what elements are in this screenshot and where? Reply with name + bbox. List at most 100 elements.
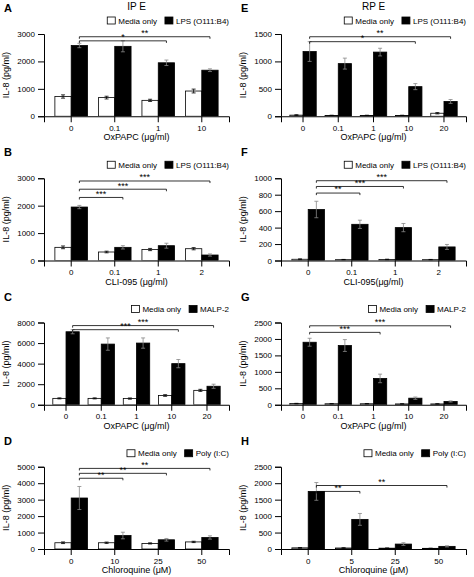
legend-item: MALP-2 xyxy=(426,305,466,314)
x-tick: 2 xyxy=(437,261,442,278)
panel-label: D xyxy=(4,435,12,447)
bar xyxy=(98,252,114,260)
tick-mark xyxy=(395,549,396,555)
legend-item: Media only xyxy=(344,161,394,170)
axis-line xyxy=(275,323,282,405)
legend-item: LPS (O111:B4) xyxy=(165,17,229,26)
error-bar xyxy=(176,360,180,368)
panel-label: E xyxy=(241,2,248,14)
tick-mark xyxy=(395,261,396,267)
error-bar xyxy=(192,89,196,93)
x-tick: 0.1 xyxy=(333,116,345,133)
tick-mark xyxy=(373,116,374,122)
y-tick: 3000 xyxy=(17,30,44,39)
y-tick: 0 xyxy=(31,112,44,121)
bar xyxy=(185,249,201,261)
error-bar xyxy=(378,48,382,56)
tick-mark xyxy=(38,467,44,468)
x-tick: 25 xyxy=(391,549,400,566)
x-axis-title: OxPAPC (μg/ml) xyxy=(103,132,169,142)
tick-mark xyxy=(373,405,374,411)
series xyxy=(308,201,455,260)
bar xyxy=(338,346,351,405)
tick-mark xyxy=(38,233,44,234)
x-tick: 0 xyxy=(64,405,69,422)
error-bar xyxy=(77,205,81,208)
error-bar xyxy=(314,201,318,217)
significance-label: *** xyxy=(340,324,351,334)
error-bar xyxy=(198,389,202,391)
x-tick: 20 xyxy=(440,116,449,133)
legend-swatch xyxy=(368,306,376,313)
tick-mark xyxy=(38,549,44,550)
tick-label: 10 xyxy=(197,124,206,133)
tick-label: 3000 xyxy=(17,496,35,505)
legend-swatch xyxy=(165,17,173,24)
tick-mark xyxy=(158,116,159,122)
significance-label: *** xyxy=(139,172,150,182)
series xyxy=(303,42,457,117)
error-bar xyxy=(449,100,453,104)
bar xyxy=(422,259,438,260)
bar xyxy=(335,259,351,260)
error-bar xyxy=(400,115,404,116)
axis-line xyxy=(38,179,45,261)
legend-swatch xyxy=(189,306,197,313)
error-bar xyxy=(164,60,168,65)
bar xyxy=(352,224,368,260)
legend: Media onlyPoly (I:C) xyxy=(127,449,229,458)
plot-marks xyxy=(290,42,457,117)
tick-mark xyxy=(38,34,44,35)
x-axis: 0102550 xyxy=(45,549,230,566)
tick-mark xyxy=(275,500,281,501)
error-bar xyxy=(61,246,65,249)
x-axis: 00.1110 xyxy=(45,116,230,133)
tick-mark xyxy=(38,61,44,62)
tick-mark xyxy=(38,533,44,534)
legend: Media onlyPoly (I:C) xyxy=(364,449,466,458)
axis-line xyxy=(282,550,467,556)
y-tick: 2500 xyxy=(254,319,281,328)
tick-label: 1500 xyxy=(254,30,272,39)
tick-label: 3000 xyxy=(17,30,35,39)
y-tick: 8000 xyxy=(17,319,44,328)
panel: 0200400600800100000.112********FCLI-095(… xyxy=(238,146,467,286)
tick-mark xyxy=(303,405,304,411)
tick-label: 0 xyxy=(69,268,74,277)
tick-mark xyxy=(275,323,281,324)
panel-label: F xyxy=(241,146,248,158)
error-bar xyxy=(148,99,152,101)
y-axis: 010002000300040005000 xyxy=(17,463,44,554)
error-bar xyxy=(308,42,312,62)
tick-mark xyxy=(114,261,115,267)
legend-item: Poly (I:C) xyxy=(422,449,467,458)
legend-item: Media only xyxy=(368,305,418,314)
error-bar xyxy=(208,254,212,256)
error-bar xyxy=(298,258,302,260)
axis-line xyxy=(275,467,282,549)
legend-item: Poly (I:C) xyxy=(185,449,230,458)
y-tick: 1000 xyxy=(254,57,281,66)
tick-mark xyxy=(275,516,281,517)
y-tick: 4000 xyxy=(17,360,44,369)
error-bar xyxy=(294,403,298,405)
error-bar xyxy=(208,536,212,539)
tick-label: 0 xyxy=(301,124,306,133)
tick-mark xyxy=(136,405,137,411)
x-axis-title: OxPAPC (μg/ml) xyxy=(103,421,169,431)
tick-label: 0 xyxy=(31,401,36,410)
legend-item: LPS (O111:B4) xyxy=(402,17,466,26)
error-bar xyxy=(445,546,449,547)
tick-label: 1000 xyxy=(254,368,272,377)
error-bar xyxy=(435,113,439,114)
panel: 0200040006000800000.111020******COxPAPC … xyxy=(1,291,230,431)
significance-label: *** xyxy=(118,181,129,191)
axis-line xyxy=(38,323,45,405)
bar xyxy=(303,342,316,405)
legend-label: Media only xyxy=(355,17,394,26)
tick-mark xyxy=(171,405,172,411)
tick-label: 2000 xyxy=(17,380,35,389)
error-bar xyxy=(429,548,433,549)
tick-mark xyxy=(275,178,281,179)
error-bar xyxy=(385,547,389,548)
